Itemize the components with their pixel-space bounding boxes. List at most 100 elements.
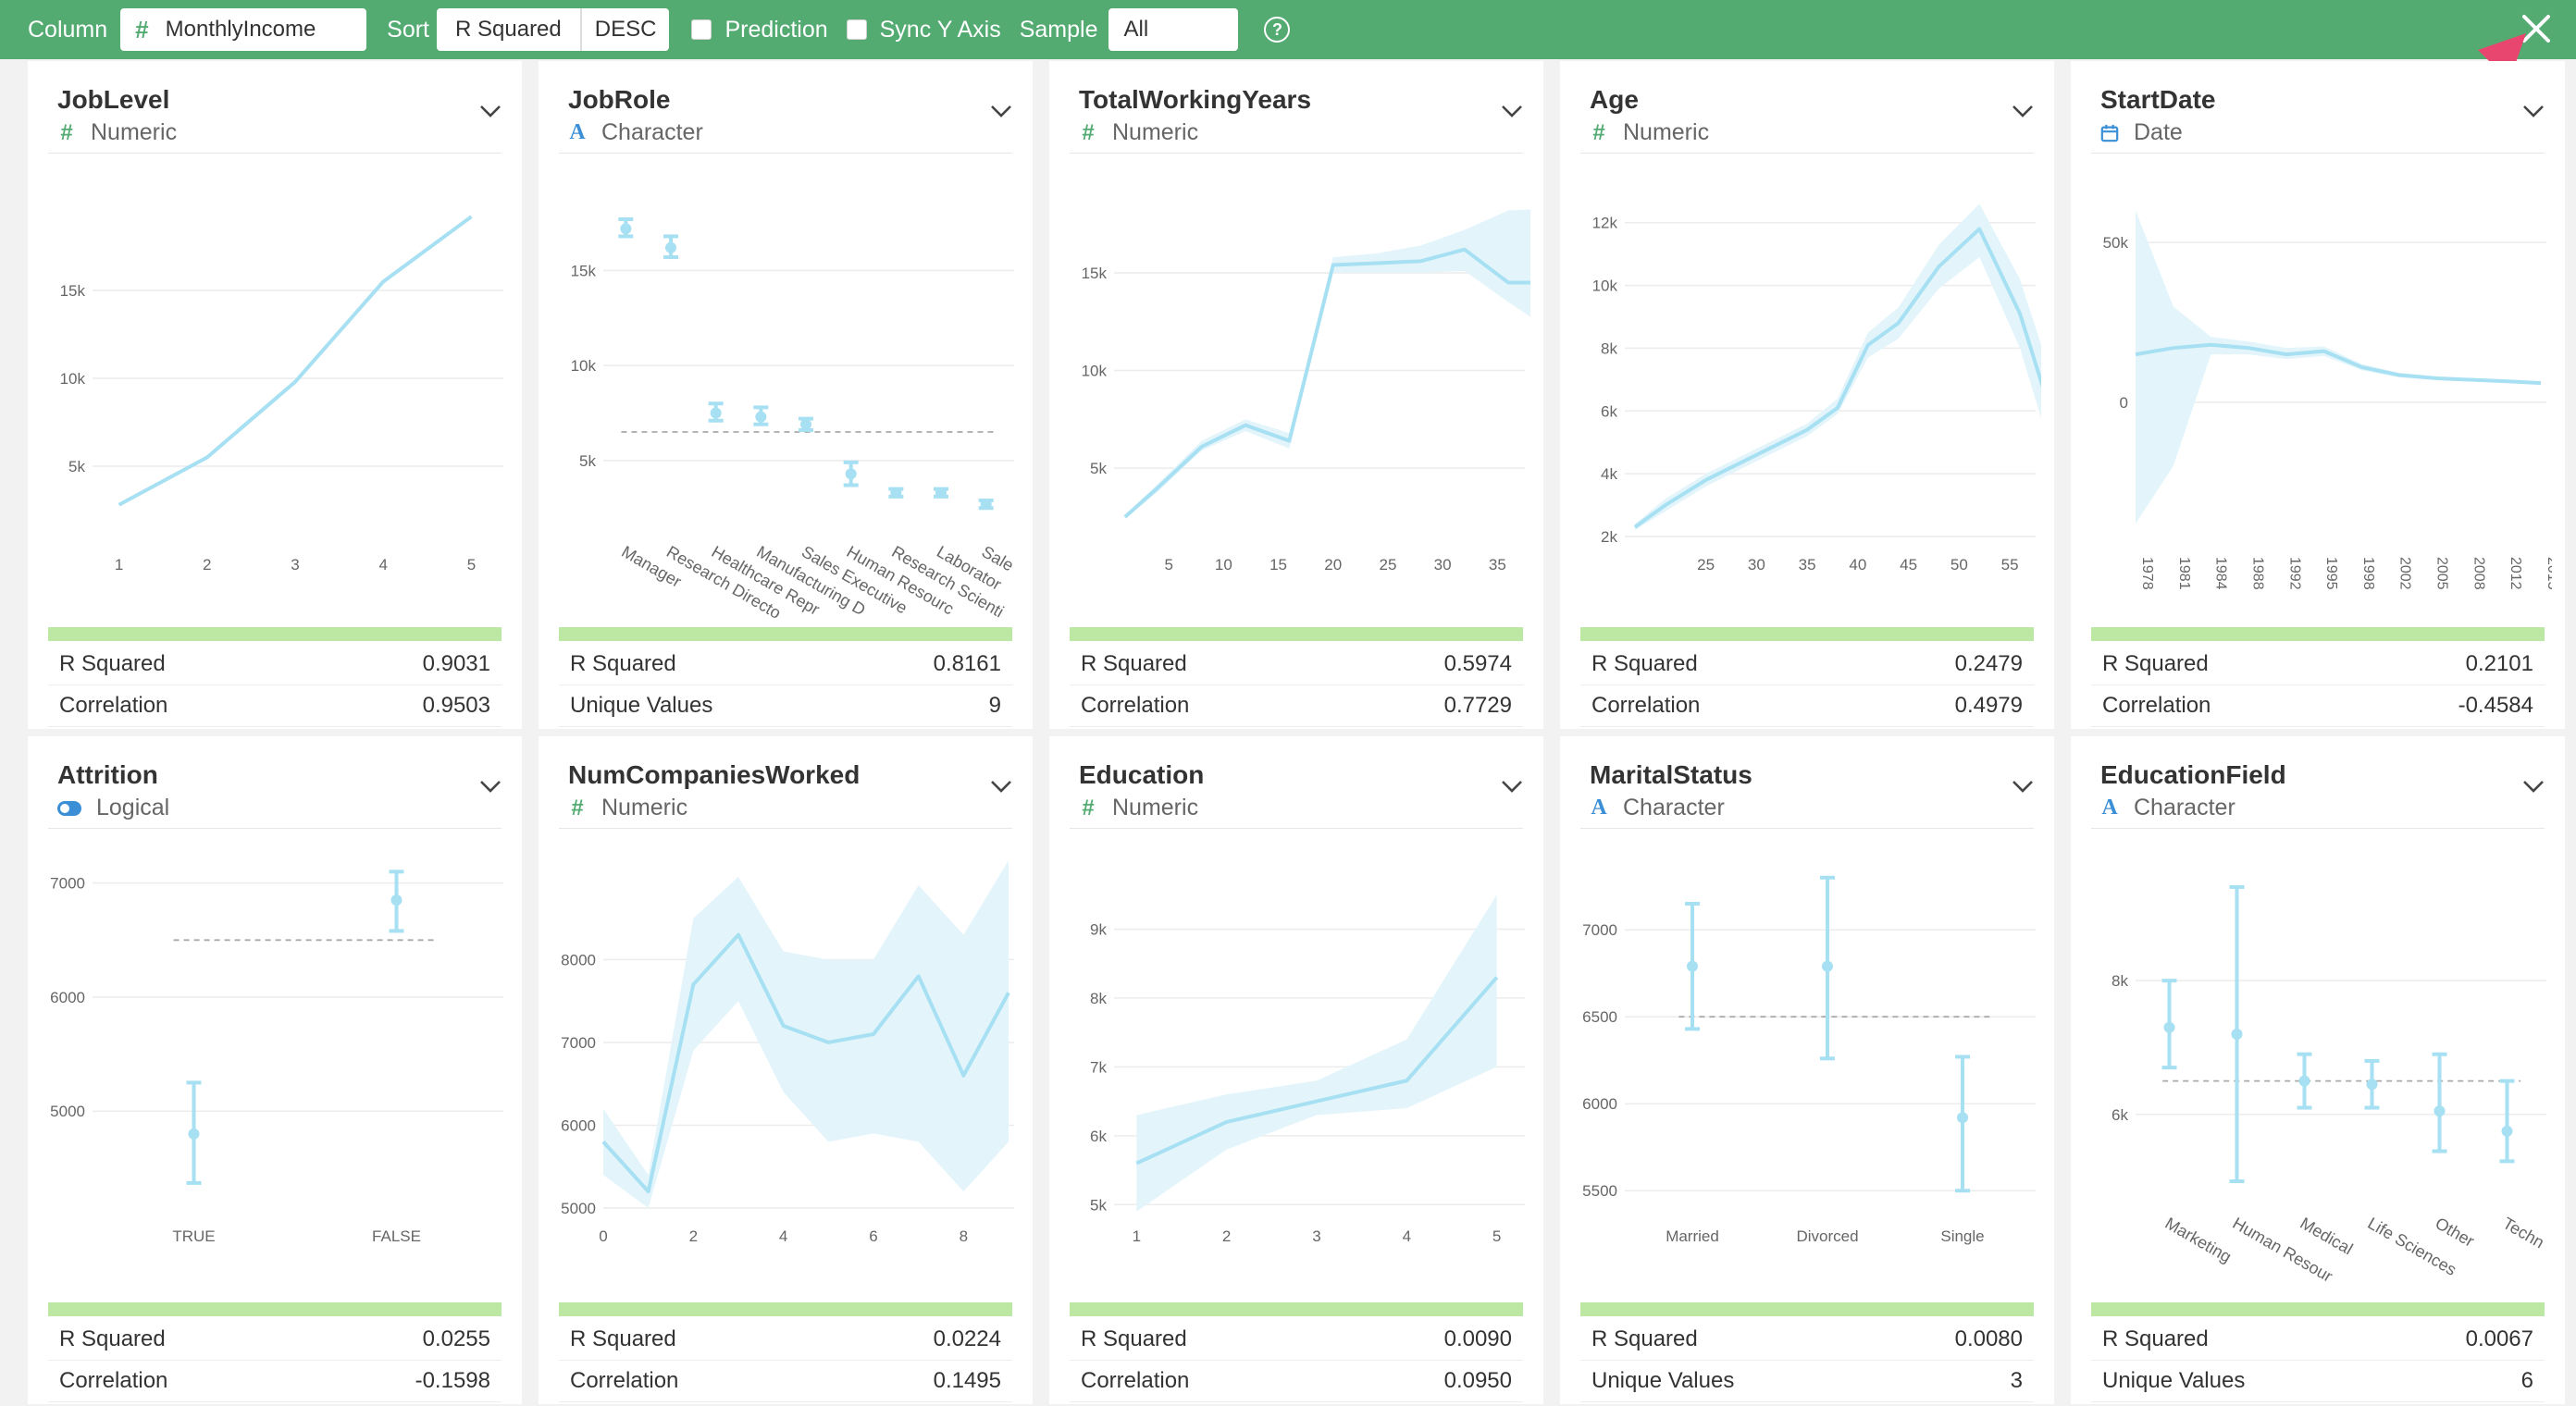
chevron-down-icon[interactable]	[1501, 779, 1523, 794]
stat-label: R Squared	[59, 1326, 166, 1351]
column-select[interactable]: # MonthlyIncome	[120, 8, 367, 51]
chevron-down-icon[interactable]	[2522, 104, 2545, 118]
sort-by-select[interactable]: R Squared	[455, 17, 562, 42]
data-point	[890, 487, 902, 499]
stat-label: Correlation	[59, 693, 168, 718]
data-point	[2501, 1125, 2513, 1137]
x-tick-label: TRUE	[172, 1227, 215, 1245]
stat-label: R Squared	[59, 651, 166, 676]
stat-label: Correlation	[2102, 693, 2211, 718]
stat-value: -0.1598	[415, 1368, 490, 1393]
chevron-down-icon[interactable]	[479, 779, 502, 794]
stat-label: Correlation	[1081, 1368, 1190, 1393]
chevron-down-icon[interactable]	[479, 104, 502, 118]
r-squared-bar	[1070, 1302, 1523, 1316]
sample-input[interactable]: All	[1108, 8, 1239, 51]
y-tick-label: 6k	[1601, 402, 1617, 420]
x-tick-label: 4	[378, 556, 387, 574]
chevron-down-icon[interactable]	[2012, 779, 2034, 794]
x-tick-label: 2002	[2397, 557, 2413, 590]
card-title: Attrition	[57, 760, 158, 789]
chart: 5000 6000 7000 TRUE FALSE	[50, 870, 503, 1245]
card-type-label: Numeric	[601, 795, 688, 820]
variable-card: Education # Numeric 5k 6k 7k 8k 9k 1 2 3 4 5 R Squ…	[1049, 736, 1543, 1404]
variable-card: Age # Numeric 2k 4k 6k 8k 10k 12k 25 30 35 40 45 50 5…	[1560, 61, 2054, 760]
card-type: # Numeric	[568, 795, 687, 821]
stat-label: Correlation	[1591, 693, 1701, 718]
card-type: A Character	[568, 119, 702, 146]
data-point	[2434, 1105, 2446, 1117]
sample-value: All	[1123, 17, 1149, 42]
x-tick-label: 1984	[2213, 557, 2229, 590]
help-icon[interactable]: ?	[1264, 17, 1291, 43]
stat-value: 0.8161	[933, 651, 1001, 676]
chart: 5k 6k 7k 8k 9k 1 2 3 4 5	[1090, 894, 1525, 1245]
r-squared-bar	[559, 1302, 1012, 1316]
close-icon[interactable]	[2520, 13, 2552, 44]
stat-row: Unique Values 9	[559, 685, 1012, 727]
data-point	[800, 418, 811, 430]
y-tick-label: 5k	[579, 452, 596, 470]
chevron-down-icon[interactable]	[990, 104, 1012, 118]
x-tick-label: 3	[1312, 1227, 1320, 1245]
y-tick-label: 7000	[50, 875, 85, 893]
y-tick-label: 0	[2120, 394, 2128, 412]
prediction-checkbox-box[interactable]	[691, 19, 712, 40]
chevron-down-icon[interactable]	[2522, 779, 2545, 794]
variable-card: JobLevel # Numeric 5k 10k 15k 1 2 3 4 5 R Square…	[28, 61, 522, 760]
card-type: A Character	[2100, 795, 2235, 821]
series-line	[2135, 342, 2542, 386]
x-tick-label: 1978	[2139, 557, 2155, 590]
variable-card: MaritalStatus A Character 5500 6000 6500 700…	[1560, 736, 2054, 1404]
stat-value: 0.0255	[422, 1326, 490, 1351]
stats-table: R Squared 0.0080 Unique Values 3 P Value…	[1580, 1319, 2034, 1406]
x-tick-label: 35	[1799, 556, 1816, 574]
card-type-label: Character	[2134, 795, 2235, 820]
sort-order-toggle[interactable]: DESC	[579, 8, 670, 51]
confidence-band	[1124, 209, 1530, 519]
r-squared-bar	[1070, 627, 1523, 641]
chart: 5500 6000 6500 7000 Married Divorced Single	[1582, 875, 2036, 1245]
r-squared-bar	[48, 1302, 502, 1316]
x-tick-label: 8	[960, 1227, 968, 1245]
stat-row: R Squared 0.0224	[559, 1319, 1012, 1361]
stat-value: 0.0090	[1443, 1326, 1512, 1351]
chevron-down-icon[interactable]	[2012, 104, 2034, 118]
x-tick-label: 1988	[2249, 557, 2265, 590]
stat-label: R Squared	[1081, 651, 1187, 676]
card-type-label: Numeric	[1623, 119, 1710, 145]
variable-card: TotalWorkingYears # Numeric 5k 10k 15k 5 10 15…	[1049, 61, 1543, 760]
data-point	[620, 223, 632, 235]
chevron-down-icon[interactable]	[990, 779, 1012, 794]
stat-label: R Squared	[1081, 1326, 1187, 1351]
stat-row: Unique Values 6	[2091, 1361, 2545, 1402]
chevron-down-icon[interactable]	[1501, 104, 1523, 118]
column-value: MonthlyIncome	[165, 17, 316, 42]
stat-row: Correlation -0.4584	[2091, 685, 2545, 727]
stat-row: R Squared 0.5974	[1070, 644, 1523, 685]
prediction-checkbox[interactable]: Prediction	[691, 17, 828, 43]
stat-row: R Squared 0.2479	[1580, 644, 2034, 685]
data-point	[935, 487, 947, 499]
stat-label: R Squared	[2102, 651, 2209, 676]
sync-y-axis-checkbox[interactable]: Sync Y Axis	[846, 17, 1001, 43]
card-type: # Numeric	[1079, 795, 1198, 821]
y-tick-label: 5500	[1582, 1182, 1617, 1200]
x-tick-label: 10	[1215, 556, 1232, 574]
series-line	[601, 932, 1010, 1194]
series-line	[1135, 976, 1499, 1166]
stat-row: Correlation 0.1495	[559, 1361, 1012, 1402]
data-point	[755, 411, 767, 423]
x-tick-label: Divorced	[1796, 1227, 1858, 1245]
x-tick-label: 1998	[2360, 557, 2376, 590]
stats-table: R Squared 0.0255 Correlation -0.1598 P V…	[48, 1319, 502, 1406]
series-line	[1633, 227, 2041, 529]
x-tick-label: Other	[2433, 1214, 2478, 1251]
sync-y-axis-checkbox-box[interactable]	[846, 19, 867, 40]
stat-row: Correlation 0.9503	[48, 685, 502, 727]
card-type-label: Character	[1623, 795, 1725, 820]
y-tick-label: 8k	[1601, 339, 1617, 357]
